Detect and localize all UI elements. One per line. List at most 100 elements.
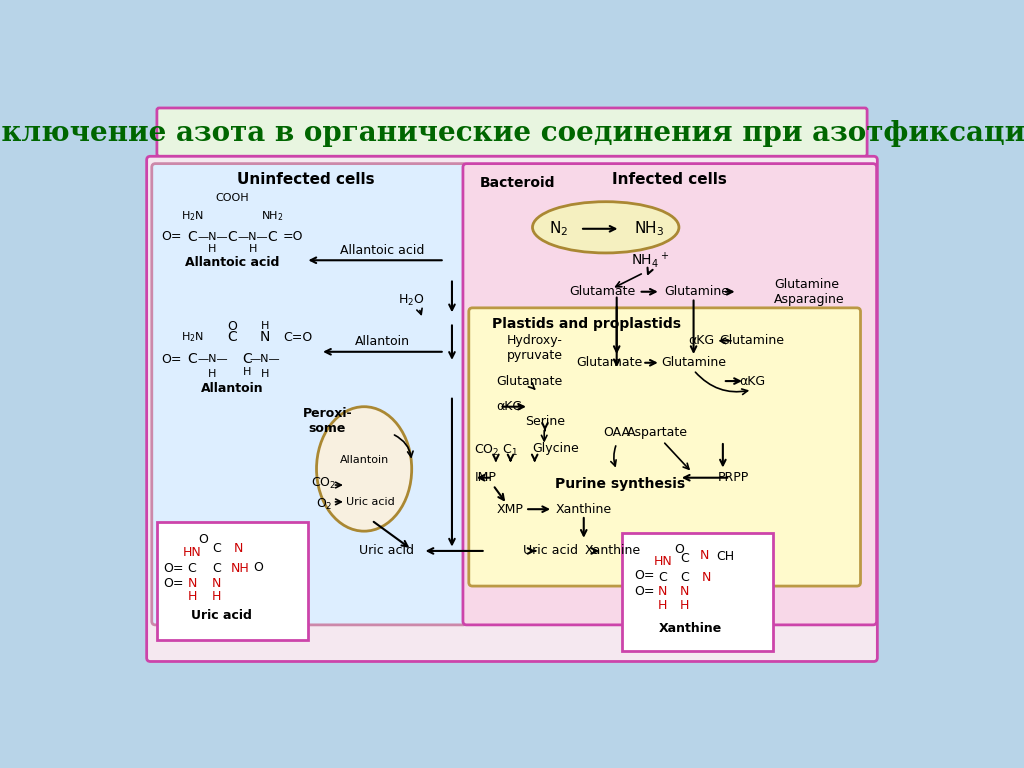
- Text: O=: O=: [164, 577, 184, 590]
- Text: Xanthine: Xanthine: [556, 503, 611, 515]
- Text: N: N: [233, 541, 243, 554]
- Text: C: C: [212, 562, 220, 575]
- Text: Glutamate: Glutamate: [569, 285, 635, 298]
- Text: Включение азота в органические соединения при азотфиксации: Включение азота в органические соединени…: [0, 120, 1024, 147]
- Text: COOH: COOH: [215, 193, 249, 203]
- Text: C: C: [212, 541, 220, 554]
- Text: NH: NH: [230, 562, 249, 575]
- Text: Peroxi-
some: Peroxi- some: [303, 407, 352, 435]
- Text: O: O: [253, 561, 263, 574]
- Text: O=: O=: [634, 585, 654, 598]
- Text: Allantoin: Allantoin: [340, 455, 389, 465]
- Text: C: C: [187, 352, 197, 366]
- Text: H: H: [261, 369, 269, 379]
- Text: O=: O=: [634, 569, 654, 582]
- Text: Serine: Serine: [525, 415, 565, 428]
- Text: Infected cells: Infected cells: [612, 172, 727, 187]
- Text: N: N: [658, 585, 668, 598]
- Text: N: N: [680, 585, 689, 598]
- Ellipse shape: [316, 407, 412, 531]
- Text: O: O: [227, 319, 238, 333]
- Text: N: N: [187, 577, 197, 590]
- Text: =O: =O: [283, 230, 303, 243]
- Text: Glycine: Glycine: [532, 442, 580, 455]
- Text: IMP: IMP: [475, 472, 497, 484]
- Text: O: O: [674, 543, 684, 556]
- Text: Glutamine: Glutamine: [662, 356, 726, 369]
- Text: —N—: —N—: [238, 232, 268, 242]
- Text: H: H: [261, 321, 269, 331]
- Text: H: H: [249, 244, 257, 254]
- Text: CH: CH: [716, 551, 734, 563]
- FancyBboxPatch shape: [157, 108, 867, 157]
- FancyBboxPatch shape: [152, 164, 467, 625]
- Text: C: C: [242, 352, 252, 366]
- Text: C: C: [187, 562, 197, 575]
- Text: H: H: [208, 244, 217, 254]
- Text: Xanthine: Xanthine: [585, 545, 641, 558]
- Text: Uninfected cells: Uninfected cells: [237, 172, 375, 187]
- Text: N: N: [702, 571, 712, 584]
- Text: O=: O=: [164, 562, 184, 575]
- Text: Allantoin: Allantoin: [201, 382, 263, 395]
- Ellipse shape: [532, 202, 679, 253]
- Text: Plastids and proplastids: Plastids and proplastids: [493, 317, 681, 331]
- Text: PRPP: PRPP: [718, 472, 750, 484]
- Text: H: H: [187, 590, 197, 603]
- Text: C: C: [227, 330, 238, 344]
- Text: Glutamate: Glutamate: [577, 356, 642, 369]
- Text: N: N: [212, 577, 221, 590]
- Text: H: H: [208, 369, 217, 379]
- Text: H$_2$N: H$_2$N: [180, 330, 204, 344]
- Text: O=: O=: [162, 353, 182, 366]
- FancyBboxPatch shape: [157, 521, 308, 640]
- Text: H: H: [658, 598, 668, 611]
- Text: HN: HN: [182, 546, 202, 559]
- Text: NH$_3$: NH$_3$: [635, 220, 665, 238]
- Text: C: C: [680, 571, 689, 584]
- Text: NH$_4$$^+$: NH$_4$$^+$: [631, 250, 669, 270]
- Text: O: O: [198, 534, 208, 547]
- Text: H$_2$O: H$_2$O: [398, 293, 425, 308]
- Text: Allantoic acid: Allantoic acid: [340, 243, 425, 257]
- Text: Purine synthesis: Purine synthesis: [555, 477, 685, 491]
- Text: HN: HN: [653, 554, 672, 568]
- Text: C: C: [267, 230, 278, 243]
- Text: NH$_2$: NH$_2$: [261, 210, 284, 223]
- Text: C: C: [227, 230, 238, 243]
- FancyBboxPatch shape: [622, 533, 773, 650]
- Text: H: H: [243, 367, 251, 377]
- Text: C: C: [680, 551, 689, 564]
- Text: Uric acid: Uric acid: [523, 545, 579, 558]
- Text: C=O: C=O: [284, 331, 313, 343]
- Text: —N—: —N—: [250, 354, 281, 364]
- Text: Allantoic acid: Allantoic acid: [185, 256, 280, 269]
- FancyBboxPatch shape: [146, 157, 878, 661]
- Text: N: N: [699, 549, 710, 562]
- Text: OAA: OAA: [603, 425, 630, 439]
- FancyBboxPatch shape: [463, 164, 877, 625]
- Text: Uric acid: Uric acid: [358, 545, 414, 558]
- Text: Xanthine: Xanthine: [658, 622, 722, 635]
- Text: αKG: αKG: [688, 334, 714, 347]
- Text: Uric acid: Uric acid: [190, 609, 252, 622]
- Text: Aspartate: Aspartate: [627, 425, 687, 439]
- Text: H: H: [680, 598, 689, 611]
- Text: CO$_2$: CO$_2$: [311, 476, 337, 491]
- Text: Bacteroid: Bacteroid: [480, 177, 555, 190]
- Text: XMP: XMP: [497, 503, 524, 515]
- Text: Hydroxy-
pyruvate: Hydroxy- pyruvate: [507, 334, 563, 362]
- FancyBboxPatch shape: [469, 308, 860, 586]
- Text: N$_2$: N$_2$: [549, 220, 567, 238]
- Text: Glutamine
Asparagine: Glutamine Asparagine: [774, 278, 845, 306]
- Text: C: C: [187, 230, 197, 243]
- Text: —N—: —N—: [198, 232, 228, 242]
- Text: CO$_2$ C$_1$: CO$_2$ C$_1$: [474, 443, 518, 458]
- Text: Uric acid: Uric acid: [345, 497, 394, 507]
- Text: N: N: [260, 330, 270, 344]
- Text: Glutamine: Glutamine: [665, 285, 730, 298]
- Text: C: C: [658, 571, 668, 584]
- Text: H$_2$N: H$_2$N: [180, 210, 204, 223]
- Text: Allantoin: Allantoin: [355, 335, 410, 348]
- Text: αKG: αKG: [496, 400, 522, 413]
